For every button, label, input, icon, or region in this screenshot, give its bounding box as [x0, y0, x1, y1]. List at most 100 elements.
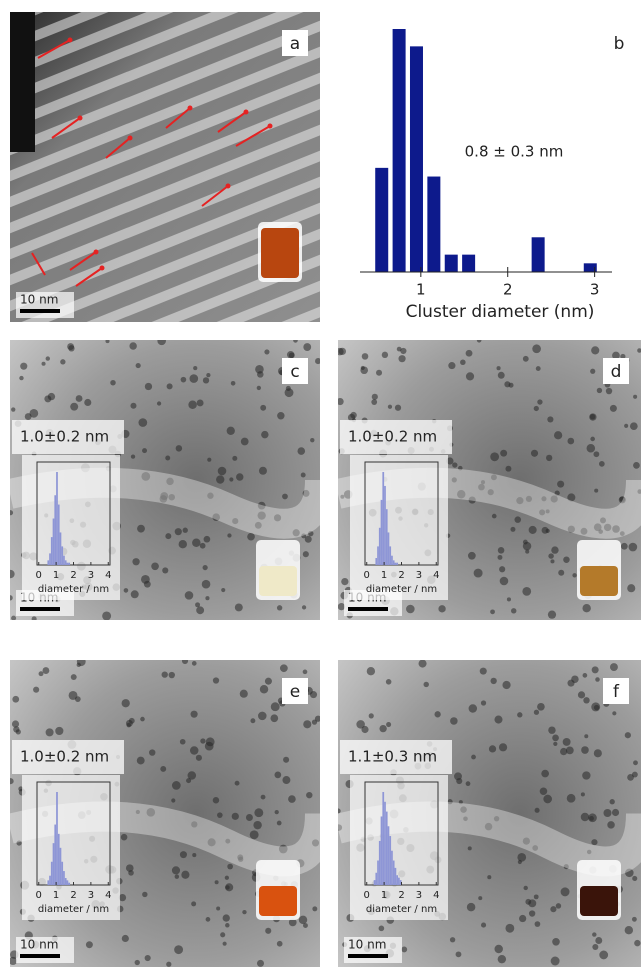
particle: [6, 570, 14, 578]
particle: [395, 405, 401, 411]
image-panel: e10 nm1.0±0.2 nm01234diameter / nm: [8, 657, 322, 967]
particle: [69, 691, 78, 700]
particle: [175, 874, 179, 878]
particle: [213, 797, 219, 803]
inset-bar: [386, 812, 388, 885]
inset-bar: [389, 836, 391, 885]
particle: [502, 681, 510, 689]
particle: [523, 540, 528, 545]
inset-bar: [374, 880, 376, 885]
particle: [582, 771, 590, 779]
particle: [213, 677, 219, 683]
particle: [563, 738, 571, 746]
particle: [599, 951, 608, 960]
particle: [567, 438, 574, 445]
particle: [225, 876, 229, 880]
particle: [356, 720, 365, 729]
particle: [200, 738, 205, 743]
particle: [315, 358, 321, 364]
particle: [265, 928, 271, 934]
particle: [612, 809, 619, 816]
particle: [277, 605, 282, 610]
particle: [223, 914, 230, 921]
particle: [277, 412, 284, 419]
particle: [200, 543, 206, 549]
particle: [563, 556, 569, 562]
particle: [489, 745, 496, 752]
particle: [468, 552, 476, 560]
particle: [583, 673, 588, 678]
particle: [286, 386, 291, 391]
particle: [466, 372, 474, 380]
particle: [183, 528, 188, 533]
particle: [250, 718, 255, 723]
particle: [129, 718, 135, 724]
particle: [629, 543, 638, 552]
particle: [145, 955, 151, 961]
particle: [157, 401, 161, 405]
inset-bar: [384, 486, 386, 565]
particle: [369, 713, 374, 718]
particle: [202, 580, 211, 589]
particle: [468, 846, 472, 850]
particle: [142, 448, 147, 453]
x-tick-label: 2: [503, 281, 513, 299]
particle: [255, 365, 264, 374]
particle: [595, 677, 600, 682]
particle: [162, 567, 168, 573]
particle: [86, 941, 93, 948]
particle: [534, 894, 539, 899]
particle: [498, 955, 506, 963]
particle: [497, 366, 501, 370]
particle: [297, 447, 305, 455]
particle: [220, 932, 225, 937]
particle: [546, 455, 552, 461]
particle: [621, 543, 628, 550]
inset-tick-label: 0: [364, 890, 370, 901]
particle: [157, 337, 166, 346]
inset-tick-label: 0: [36, 890, 42, 901]
particle: [165, 533, 171, 539]
particle: [181, 871, 189, 879]
particle: [39, 671, 44, 676]
vial-liquid: [259, 886, 297, 916]
particle: [282, 776, 290, 784]
particle: [543, 795, 552, 804]
particle: [474, 569, 483, 578]
particle: [507, 597, 511, 601]
particle: [339, 348, 346, 355]
inset-bar: [393, 861, 395, 885]
particle: [172, 781, 181, 790]
inset-tick-label: 4: [105, 570, 111, 581]
arrow-head: [94, 250, 99, 255]
particle: [132, 558, 139, 565]
particle: [216, 475, 224, 483]
particle: [632, 917, 637, 922]
particle: [592, 944, 598, 950]
particle: [277, 941, 283, 947]
inset-bar: [381, 500, 383, 565]
particle: [172, 866, 180, 874]
particle: [607, 821, 615, 829]
particle: [401, 947, 407, 953]
particle: [610, 663, 618, 671]
annotation: 0.8 ± 0.3 nm: [465, 143, 564, 161]
particle: [551, 957, 560, 966]
inset-bar: [49, 553, 51, 565]
arrow-head: [100, 266, 105, 271]
particle: [257, 960, 264, 967]
inset-xlabel: diameter / nm: [366, 584, 437, 595]
inset-bar: [391, 851, 393, 885]
particle: [536, 366, 541, 371]
particle: [511, 608, 516, 613]
particle: [376, 370, 382, 376]
particle: [548, 611, 556, 619]
particle: [246, 814, 253, 821]
inset-xlabel: diameter / nm: [38, 904, 109, 915]
particle: [581, 746, 589, 754]
particle: [215, 880, 219, 884]
size-label: 1.1±0.3 nm: [348, 748, 437, 766]
particle: [481, 700, 486, 705]
particle: [400, 348, 406, 354]
particle: [371, 399, 377, 405]
